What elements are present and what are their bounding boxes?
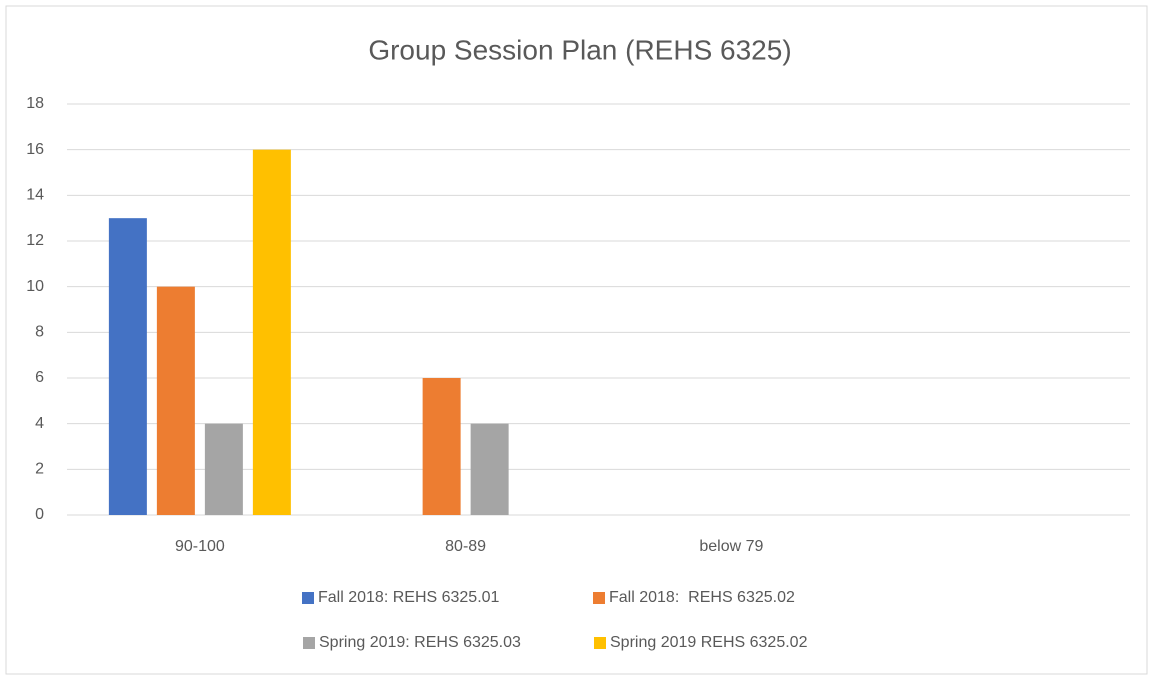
bar: [108, 218, 147, 515]
bar: [422, 378, 461, 515]
legend-swatch: [594, 637, 606, 649]
legend-swatch: [303, 637, 315, 649]
bar: [470, 423, 509, 515]
legend-label: Fall 2018: REHS 6325.01: [318, 589, 500, 606]
x-tick-label: 80-89: [445, 538, 486, 555]
chart-frame: [5, 5, 1148, 675]
y-tick-label: 4: [35, 415, 44, 432]
legend-swatch: [593, 592, 605, 604]
legend-label: Spring 2019: REHS 6325.03: [319, 634, 521, 651]
y-tick-label: 10: [26, 278, 44, 295]
legend-label: Spring 2019 REHS 6325.02: [610, 634, 808, 651]
legend-label: Fall 2018: REHS 6325.02: [609, 589, 795, 606]
y-tick-label: 0: [35, 506, 44, 523]
y-tick-label: 14: [26, 187, 44, 204]
legend-swatch: [302, 592, 314, 604]
y-tick-label: 6: [35, 369, 44, 386]
y-tick-label: 8: [35, 324, 44, 341]
bar: [156, 286, 195, 515]
bar: [252, 149, 291, 515]
y-tick-label: 18: [26, 95, 44, 112]
y-tick-label: 12: [26, 232, 44, 249]
y-tick-label: 16: [26, 141, 44, 158]
y-tick-label: 2: [35, 461, 44, 478]
x-tick-label: 90-100: [175, 538, 225, 555]
bar: [204, 423, 243, 515]
chart-title: Group Session Plan (REHS 6325): [368, 34, 791, 65]
x-tick-label: below 79: [699, 538, 763, 555]
